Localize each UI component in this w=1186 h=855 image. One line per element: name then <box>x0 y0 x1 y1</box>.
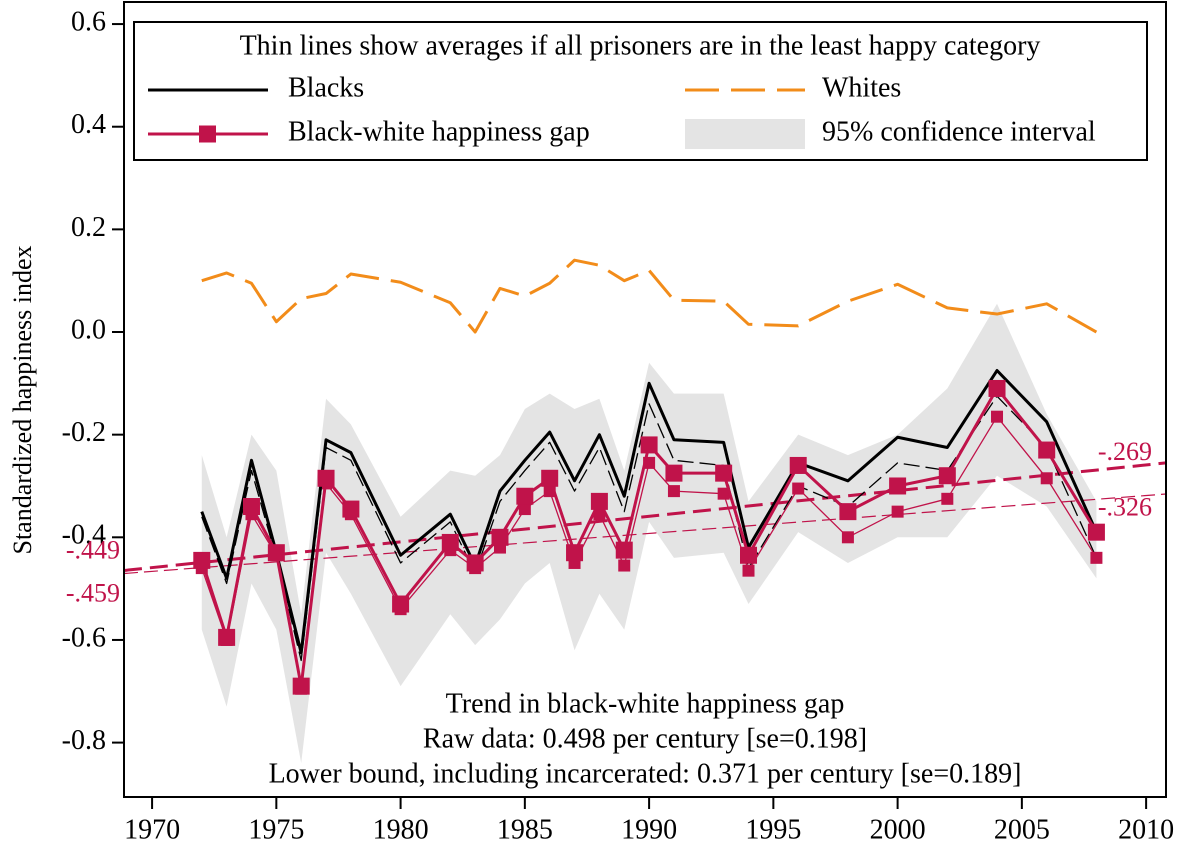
marker <box>792 482 805 495</box>
marker <box>566 544 584 562</box>
legend-label: Whites <box>822 72 901 103</box>
legend-swatch-marker <box>199 125 216 143</box>
legend-label: Blacks <box>288 72 364 103</box>
marker <box>317 469 335 487</box>
x-tick-label: 1970 <box>124 814 180 845</box>
y-tick-label: 0.0 <box>71 314 106 345</box>
ci-band <box>201 303 1097 764</box>
marker <box>392 595 410 613</box>
y-tick-label: -0.8 <box>62 725 106 756</box>
marker <box>242 498 260 516</box>
annotation: Raw data: 0.498 per century [se=0.198] <box>423 723 867 754</box>
trend-start-label: -.459 <box>66 579 120 608</box>
x-tick-label: 2000 <box>870 814 926 845</box>
annotation: Trend in black-white happiness gap <box>446 688 845 719</box>
marker <box>715 464 733 482</box>
marker <box>891 505 904 518</box>
y-tick-label: -0.2 <box>62 417 106 448</box>
marker <box>938 467 956 485</box>
series-line <box>200 369 1098 655</box>
marker <box>590 492 608 510</box>
marker <box>1087 523 1105 541</box>
marker <box>991 410 1004 423</box>
x-tick-label: 1980 <box>373 814 429 845</box>
y-tick-label: -0.4 <box>62 520 106 551</box>
x-tick-label: 1990 <box>621 814 677 845</box>
legend-label: 95% confidence interval <box>822 116 1096 147</box>
trend-line <box>123 461 1167 572</box>
marker <box>518 503 531 516</box>
legend-label: Black-white happiness gap <box>288 116 590 147</box>
marker <box>665 464 683 482</box>
trend-end-label: -.326 <box>1098 492 1152 521</box>
marker <box>839 503 857 521</box>
marker <box>667 485 680 498</box>
x-tick-label: 1975 <box>248 814 304 845</box>
marker <box>988 379 1006 397</box>
plot-frame <box>123 1 1167 798</box>
marker <box>841 531 854 544</box>
marker <box>742 564 755 577</box>
marker <box>516 487 534 505</box>
legend-box <box>133 21 1148 161</box>
x-tick-label: 2005 <box>994 814 1050 845</box>
y-tick-label: 0.6 <box>71 6 106 37</box>
series-line <box>201 258 1098 334</box>
y-axis-label: Standardized happiness index <box>8 245 37 554</box>
trend-end-label: -.269 <box>1098 437 1152 466</box>
marker <box>193 551 211 569</box>
marker <box>466 554 484 572</box>
marker <box>717 487 730 500</box>
legend-title: Thin lines show averages if all prisoner… <box>240 30 1041 61</box>
annotation: Lower bound, including incarcerated: 0.3… <box>269 758 1022 789</box>
marker <box>1090 551 1103 564</box>
marker <box>491 528 509 546</box>
marker <box>889 477 907 495</box>
trend-start-label: -.449 <box>66 535 120 564</box>
marker <box>541 469 559 487</box>
marker <box>342 500 360 518</box>
legend-swatch <box>685 119 805 149</box>
marker <box>740 546 758 564</box>
x-tick-label: 1985 <box>497 814 553 845</box>
marker <box>267 544 285 562</box>
marker <box>615 541 633 559</box>
marker <box>441 533 459 551</box>
marker <box>218 628 236 646</box>
y-tick-label: -0.6 <box>62 622 106 653</box>
marker <box>292 677 310 695</box>
marker <box>618 559 631 572</box>
marker <box>593 508 606 521</box>
marker <box>640 436 658 454</box>
marker <box>941 492 954 505</box>
legend: Thin lines show averages if all prisoner… <box>133 21 1148 161</box>
trend-line <box>123 493 1167 575</box>
marker <box>789 456 807 474</box>
x-tick-label: 2010 <box>1118 814 1174 845</box>
y-tick-label: 0.4 <box>71 109 106 140</box>
marker <box>1038 441 1056 459</box>
y-tick-label: 0.2 <box>71 212 106 243</box>
x-tick-label: 1995 <box>745 814 801 845</box>
marker <box>1040 472 1053 485</box>
